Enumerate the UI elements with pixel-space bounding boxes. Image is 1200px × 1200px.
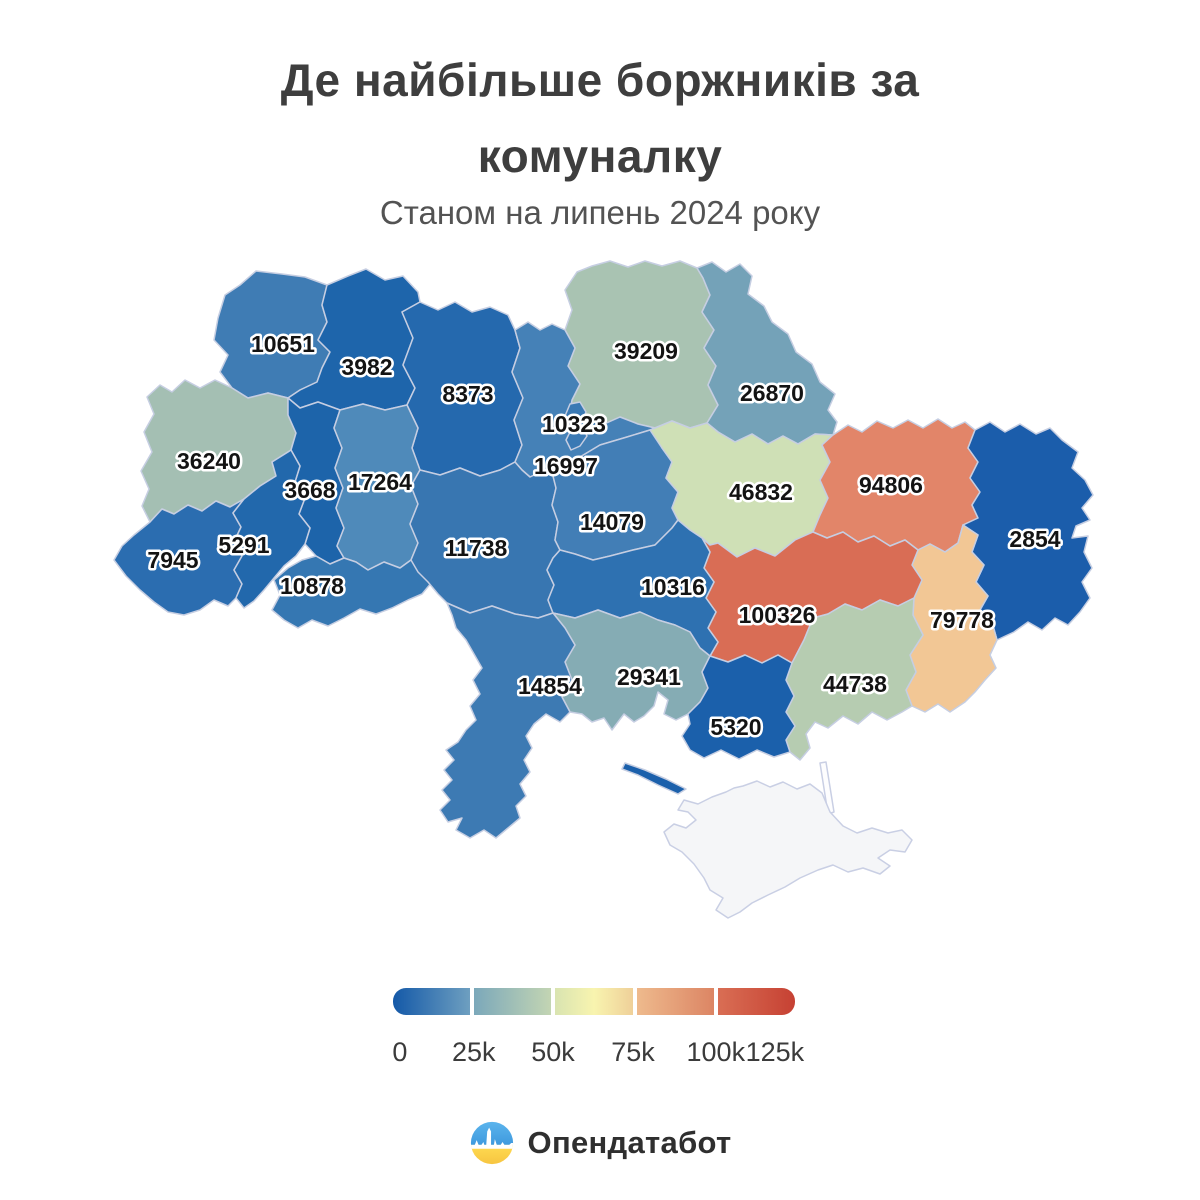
brand-name: Опендатабот — [527, 1125, 732, 1160]
legend: 0 25k 50k 75k 100k 125k — [392, 988, 804, 1071]
region-value-kirovohrad: 10316 — [641, 574, 705, 600]
region-value-sumy: 26870 — [740, 380, 804, 406]
region-kinburn-spit — [621, 762, 687, 795]
region-kyiv-city — [564, 401, 588, 451]
region-chernivtsi — [271, 555, 433, 629]
legend-tick-0: 0 — [392, 1037, 408, 1067]
region-value-zakarpattia: 7945 — [147, 547, 198, 573]
region-value-cherkasy: 14079 — [580, 509, 644, 535]
region-value-khmelnytskyi: 17264 — [348, 469, 412, 495]
legend-tick-75k: 75k — [611, 1037, 655, 1067]
region-value-zaporizhzhia: 44738 — [823, 671, 887, 697]
legend-gradient-bar — [393, 988, 796, 1015]
region-value-chernivtsi: 10878 — [280, 573, 344, 599]
region-value-kharkiv: 94806 — [859, 472, 923, 498]
region-kherson — [681, 654, 796, 760]
region-odesa — [439, 602, 576, 839]
region-sumy — [696, 261, 838, 445]
region-value-ivano-frankivsk: 5291 — [218, 532, 269, 558]
region-value-mykolaiv: 29341 — [617, 664, 681, 690]
region-value-zhytomyr: 8373 — [442, 381, 493, 407]
page-subtitle: Станом на липень 2024 року — [379, 194, 821, 231]
region-value-chernihiv: 39209 — [614, 338, 678, 364]
region-value-lviv: 36240 — [177, 448, 241, 474]
legend-ticks: 0 25k 50k 75k 100k 125k — [392, 1037, 804, 1071]
region-value-kyiv-oblast: 16997 — [534, 453, 598, 479]
region-value-odesa: 14854 — [518, 673, 582, 699]
opendatabot-logo-icon — [470, 1121, 513, 1165]
region-value-kyiv-city: 10323 — [542, 411, 606, 437]
legend-tick-125k: 125k — [745, 1037, 805, 1067]
legend-tick-25k: 25k — [452, 1037, 496, 1067]
legend-segment-2 — [474, 988, 552, 1015]
arabat-spit — [819, 761, 835, 815]
region-crimea — [663, 780, 913, 919]
legend-segment-4 — [636, 988, 714, 1015]
page-title: Де найбільше боржників за комуналку — [280, 54, 920, 182]
legend-segment-5 — [717, 988, 796, 1015]
region-value-vinnytsia: 11738 — [445, 535, 508, 561]
legend-segment-3 — [555, 988, 633, 1015]
region-value-rivne: 3982 — [341, 354, 392, 380]
region-value-volyn: 10651 — [251, 331, 315, 357]
region-value-luhansk: 2854 — [1009, 526, 1060, 552]
brand-footer: Опендатабот — [0, 1120, 1200, 1166]
region-luhansk — [962, 421, 1094, 641]
region-ivano-frankivsk — [232, 449, 311, 609]
region-value-dnipropetrovsk: 100326 — [739, 602, 816, 628]
legend-segment-1 — [393, 988, 471, 1015]
legend-tick-100k: 100k — [686, 1037, 746, 1067]
region-value-poltava: 46832 — [729, 479, 793, 505]
region-value-ternopil: 3668 — [284, 477, 335, 503]
region-value-donetsk: 79778 — [930, 607, 994, 633]
legend-tick-50k: 50k — [531, 1037, 575, 1067]
region-value-kherson: 5320 — [710, 714, 761, 740]
